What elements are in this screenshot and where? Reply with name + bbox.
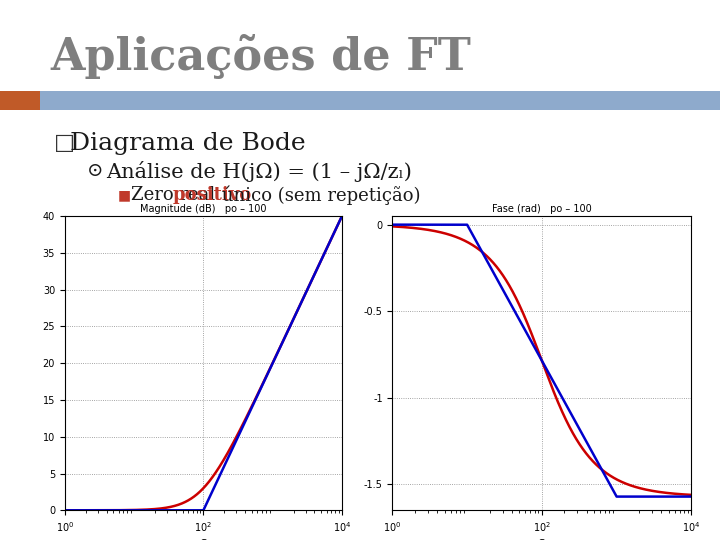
- Title: Fase (rad)   pᴏ – 100: Fase (rad) pᴏ – 100: [492, 204, 592, 214]
- Text: Aplicações de FT: Aplicações de FT: [50, 34, 472, 79]
- Text: único (sem repetição): único (sem repetição): [216, 186, 420, 205]
- Text: Análise de H(jΩ) = (1 – jΩ/zₗ): Análise de H(jΩ) = (1 – jΩ/zₗ): [106, 161, 412, 181]
- Text: ⊙: ⊙: [86, 162, 103, 180]
- Bar: [0, 91, 40, 110]
- X-axis label: Ω: Ω: [199, 539, 207, 540]
- X-axis label: Ω: Ω: [538, 539, 546, 540]
- Text: positivo: positivo: [173, 186, 252, 205]
- Text: Diagrama de Bode: Diagrama de Bode: [70, 132, 305, 154]
- Text: □: □: [54, 132, 75, 154]
- Text: ■: ■: [117, 188, 130, 202]
- Text: Zero real: Zero real: [131, 186, 221, 205]
- Title: Magnitude (dB)   pᴏ – 100: Magnitude (dB) pᴏ – 100: [140, 204, 266, 214]
